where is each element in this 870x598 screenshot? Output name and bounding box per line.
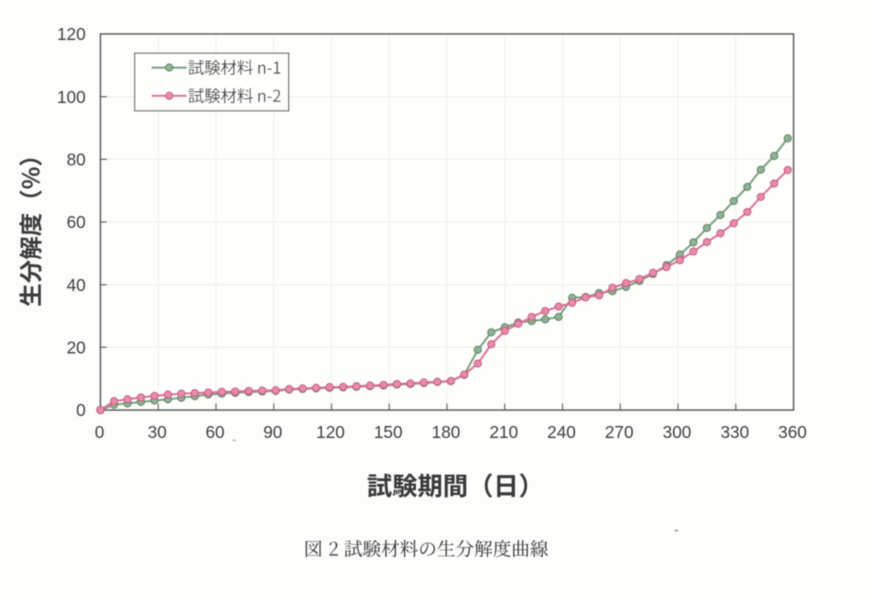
svg-text:40: 40 (67, 275, 86, 295)
svg-text:60: 60 (67, 212, 86, 232)
svg-text:180: 180 (432, 422, 461, 442)
svg-text:240: 240 (547, 422, 576, 442)
svg-text:90: 90 (263, 422, 282, 442)
svg-text:330: 330 (720, 422, 749, 442)
svg-text:120: 120 (57, 24, 86, 44)
svg-text:0: 0 (76, 400, 86, 420)
svg-text:20: 20 (67, 338, 86, 358)
svg-text:360: 360 (778, 422, 807, 442)
svg-text:150: 150 (374, 422, 403, 442)
svg-text:80: 80 (67, 150, 86, 170)
svg-text:210: 210 (489, 422, 518, 442)
svg-text:270: 270 (605, 422, 634, 442)
svg-text:30: 30 (148, 422, 167, 442)
svg-text:0: 0 (95, 422, 105, 442)
svg-text:100: 100 (57, 87, 86, 107)
svg-text:300: 300 (663, 422, 692, 442)
svg-text:120: 120 (316, 422, 345, 442)
svg-text:60: 60 (205, 422, 224, 442)
